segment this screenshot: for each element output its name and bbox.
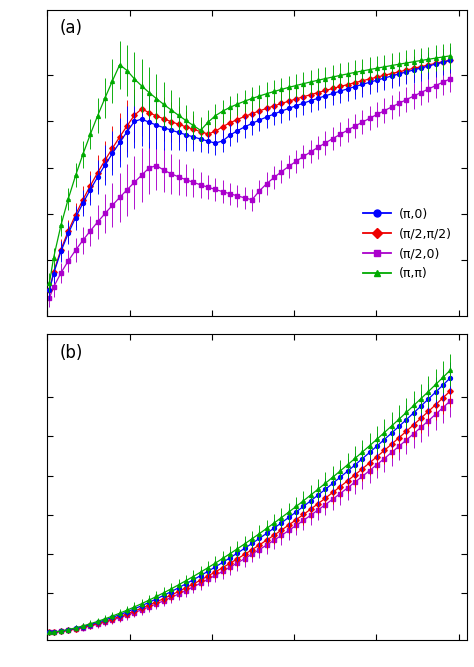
- Legend: (π,0), (π/2,π/2), (π/2,0), (π,π): (π,0), (π/2,π/2), (π/2,0), (π,π): [358, 203, 456, 285]
- Text: (a): (a): [60, 19, 83, 37]
- Text: (b): (b): [60, 344, 83, 362]
